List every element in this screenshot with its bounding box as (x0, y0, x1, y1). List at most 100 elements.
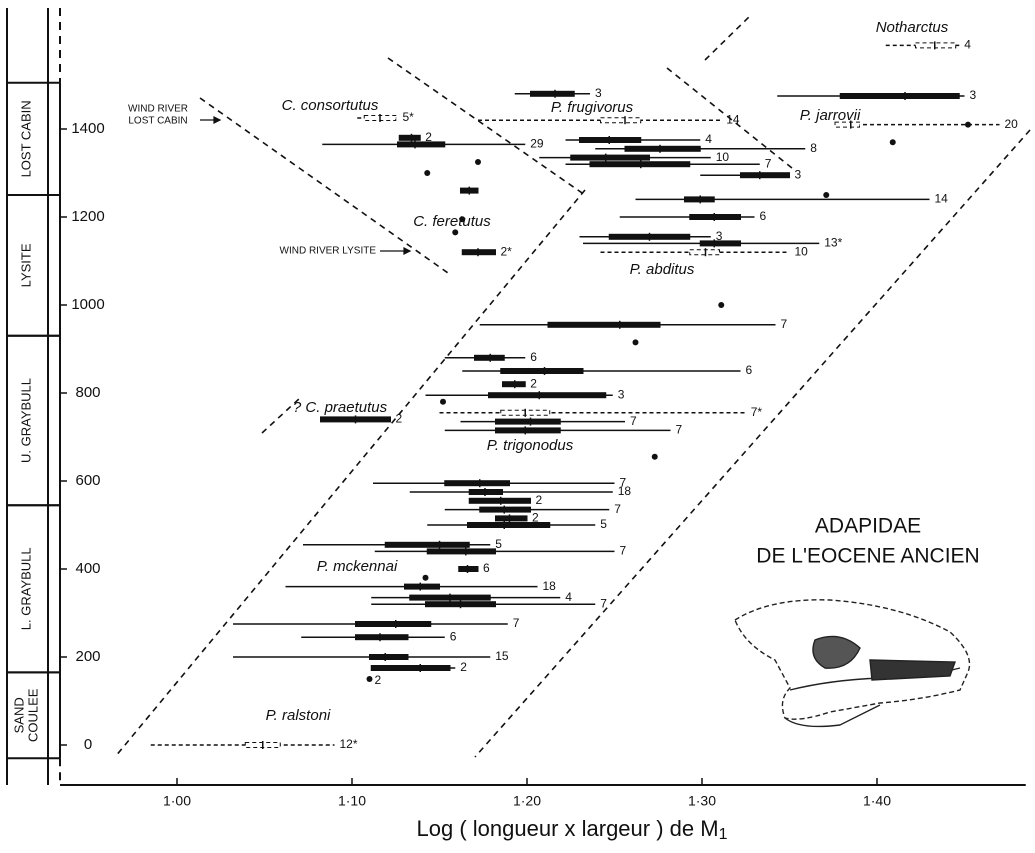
range-box (503, 382, 526, 387)
range-box (690, 250, 720, 255)
specimen-point (718, 302, 724, 308)
sample-size: 6 (483, 561, 490, 575)
sample-size: 7 (630, 414, 637, 428)
zone-label: COULEE (25, 688, 40, 742)
chart-title: DE L'EOCENE ANCIEN (756, 545, 979, 568)
arrow-head (214, 117, 220, 123)
range-box (496, 428, 561, 433)
taxon-label: P. mckennai (317, 558, 398, 575)
sample-size: 10 (795, 244, 809, 258)
sample-size: 8 (810, 141, 817, 155)
sample-size: 12* (340, 737, 358, 751)
x-tick-label: 1·10 (338, 793, 366, 809)
specimen-point (475, 159, 481, 165)
sample-size: 6 (746, 363, 753, 377)
range-box (489, 393, 606, 398)
range-box (469, 498, 530, 503)
range-box (580, 138, 641, 143)
x-tick-label: 1·00 (163, 793, 191, 809)
sample-size: 7 (620, 544, 627, 558)
sample-size: 2 (396, 412, 403, 426)
range-box (571, 155, 650, 160)
range-box (370, 655, 409, 660)
boundary-line (388, 58, 585, 195)
range-box (468, 523, 550, 528)
zone-label: L. GRAYBULL (18, 547, 33, 630)
skull-drawing (735, 600, 970, 727)
sample-size: 2 (536, 493, 543, 507)
taxon-label: P. ralstoni (266, 707, 331, 724)
sample-size: 2 (460, 660, 467, 674)
sample-size: 14 (726, 112, 740, 126)
specimen-point (367, 676, 373, 682)
faunal-boundaries (115, 14, 1030, 757)
taxon-label: ? C. praetutus (293, 399, 388, 416)
teeth (870, 660, 955, 680)
locality-label: LOST CABIN (128, 116, 187, 127)
range-box (496, 516, 528, 521)
taxon-label: P. trigonodus (487, 437, 574, 454)
sample-size: 6 (760, 209, 767, 223)
y-tick-label: 1400 (71, 120, 104, 137)
range-box (469, 490, 502, 495)
range-box (700, 241, 740, 246)
sample-size: 4 (705, 132, 712, 146)
x-axis-label-text: Log ( longueur x largeur ) de M (417, 816, 719, 841)
specimen-point (965, 122, 971, 128)
sample-size: 10 (716, 150, 730, 164)
arrow-head (404, 248, 410, 254)
locality-label: WIND RIVER LYSITE (280, 246, 377, 257)
sample-size: 13* (824, 236, 842, 250)
sample-size: 7 (765, 156, 772, 170)
sample-size: 18 (618, 484, 632, 498)
sample-size: 2* (501, 244, 513, 258)
specimen-point (823, 192, 829, 198)
mandible (785, 705, 880, 726)
range-box (690, 215, 741, 220)
y-tick-label: 1200 (71, 208, 104, 225)
range-box (741, 173, 790, 178)
sample-size: 18 (543, 579, 557, 593)
y-tick-label: 400 (75, 560, 100, 577)
range-box (459, 567, 478, 572)
sample-size: 7 (513, 616, 520, 630)
chart-title: ADAPIDAE (815, 515, 921, 538)
range-box (496, 419, 561, 424)
range-box (601, 118, 641, 123)
specimen-point (423, 575, 429, 581)
sample-size: 4 (565, 590, 572, 604)
y-tick-label: 1000 (71, 296, 104, 313)
y-tick-label: 600 (75, 472, 100, 489)
x-tick-label: 1·20 (513, 793, 541, 809)
range-box (625, 146, 700, 151)
boundary-line (115, 190, 585, 757)
range-box (385, 542, 469, 547)
sample-size: 5 (600, 517, 607, 531)
sample-size: 2 (530, 376, 537, 390)
range-box (685, 197, 715, 202)
sample-size: 7 (781, 317, 788, 331)
specimen-point (440, 399, 446, 405)
sample-size: 20 (1005, 117, 1019, 131)
sample-size: 7 (614, 502, 621, 516)
y-tick-label: 200 (75, 648, 100, 665)
sample-size: 3 (595, 86, 602, 100)
y-tick-label: 0 (84, 736, 92, 753)
taxon-label: P. abditus (630, 261, 695, 278)
x-tick-label: 1·40 (863, 793, 891, 809)
sample-size: 6 (530, 350, 537, 364)
range-box (405, 584, 440, 589)
sample-size: 3 (618, 387, 625, 401)
range-box (548, 322, 660, 327)
range-box (462, 250, 495, 255)
taxon-label: Notharctus (876, 19, 949, 36)
sample-size: 5 (495, 537, 502, 551)
sample-size: 5* (403, 110, 415, 124)
x-tick-label: 1·30 (688, 793, 716, 809)
x-axis-label-subscript: 1 (719, 826, 728, 843)
sample-size: 7* (751, 405, 763, 419)
range-box (501, 369, 583, 374)
sample-size: 4 (964, 38, 971, 52)
specimen-point (452, 229, 458, 235)
range-box (356, 622, 431, 627)
